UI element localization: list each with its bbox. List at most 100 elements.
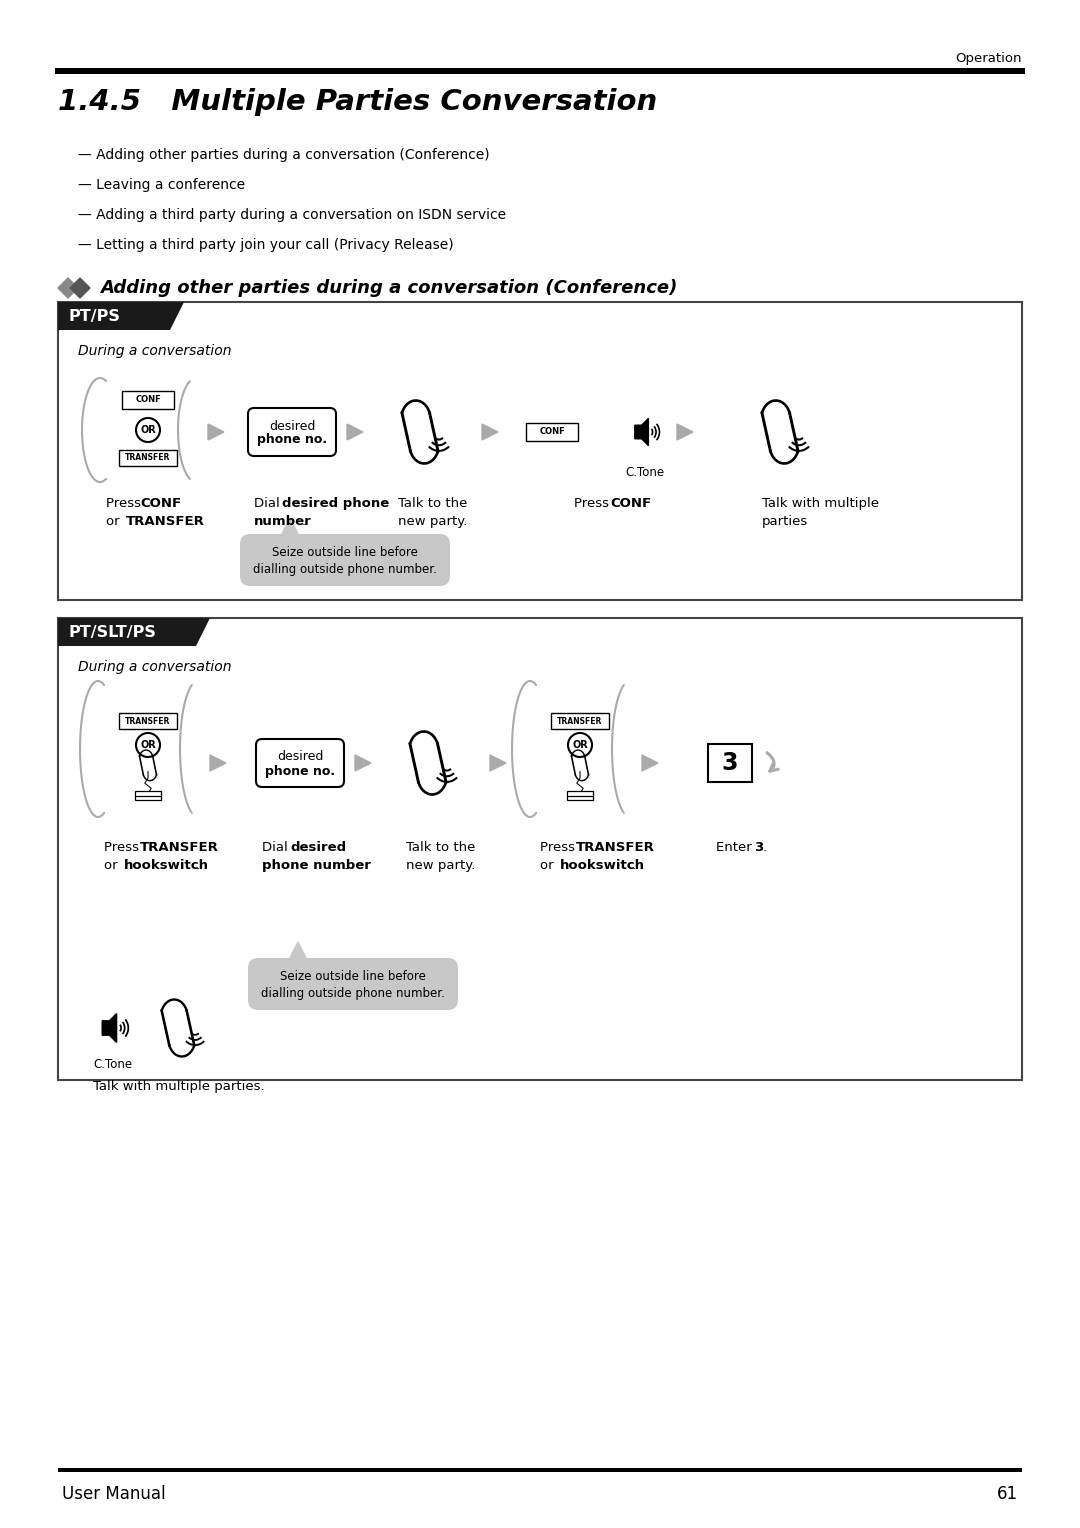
Bar bbox=[58, 303, 1022, 601]
Text: number: number bbox=[254, 515, 312, 529]
Text: 61: 61 bbox=[997, 1485, 1018, 1504]
Polygon shape bbox=[103, 1013, 117, 1042]
Text: — Leaving a conference: — Leaving a conference bbox=[78, 177, 245, 193]
Text: TRANSFER: TRANSFER bbox=[125, 717, 171, 726]
Bar bbox=[58, 617, 195, 646]
Bar bbox=[708, 744, 752, 782]
Text: .: . bbox=[345, 859, 348, 872]
Polygon shape bbox=[677, 423, 693, 440]
FancyBboxPatch shape bbox=[240, 533, 450, 587]
Polygon shape bbox=[195, 617, 210, 646]
Text: TRANSFER: TRANSFER bbox=[140, 840, 219, 854]
Text: .: . bbox=[191, 515, 195, 529]
Text: Talk with multiple: Talk with multiple bbox=[762, 497, 879, 510]
Bar bbox=[55, 69, 1025, 73]
Bar bbox=[122, 391, 174, 410]
Text: or: or bbox=[104, 859, 122, 872]
Text: CONF: CONF bbox=[539, 428, 565, 437]
Text: TRANSFER: TRANSFER bbox=[576, 840, 654, 854]
Polygon shape bbox=[210, 755, 226, 772]
Text: TRANSFER: TRANSFER bbox=[557, 717, 603, 726]
Text: Seize outside line before: Seize outside line before bbox=[280, 970, 426, 983]
Text: PT/PS: PT/PS bbox=[68, 309, 120, 324]
FancyBboxPatch shape bbox=[248, 408, 336, 455]
Text: desired: desired bbox=[291, 840, 346, 854]
Text: Press: Press bbox=[104, 840, 144, 854]
Text: During a conversation: During a conversation bbox=[78, 344, 231, 358]
Polygon shape bbox=[355, 755, 372, 772]
Text: 1.4.5   Multiple Parties Conversation: 1.4.5 Multiple Parties Conversation bbox=[58, 89, 658, 116]
Polygon shape bbox=[282, 518, 298, 533]
Text: Seize outside line before: Seize outside line before bbox=[272, 545, 418, 559]
Text: 3: 3 bbox=[721, 750, 739, 775]
Circle shape bbox=[136, 419, 160, 442]
Polygon shape bbox=[291, 941, 306, 958]
Text: .: . bbox=[643, 497, 647, 510]
Text: new party.: new party. bbox=[406, 859, 475, 872]
Text: Dial: Dial bbox=[254, 497, 284, 510]
FancyBboxPatch shape bbox=[248, 958, 458, 1010]
Text: — Letting a third party join your call (Privacy Release): — Letting a third party join your call (… bbox=[78, 238, 454, 252]
Text: dialling outside phone number.: dialling outside phone number. bbox=[261, 987, 445, 999]
Text: phone no.: phone no. bbox=[265, 764, 335, 778]
Text: .: . bbox=[302, 515, 306, 529]
Text: TRANSFER: TRANSFER bbox=[125, 454, 171, 463]
Text: hookswitch: hookswitch bbox=[561, 859, 645, 872]
Text: TRANSFER: TRANSFER bbox=[126, 515, 205, 529]
Text: or: or bbox=[106, 515, 124, 529]
Bar bbox=[58, 1468, 1022, 1471]
Text: OR: OR bbox=[572, 740, 588, 750]
Polygon shape bbox=[490, 755, 507, 772]
Text: desired: desired bbox=[269, 420, 315, 432]
Bar bbox=[567, 796, 593, 801]
Text: Talk to the: Talk to the bbox=[399, 497, 468, 510]
Text: Press: Press bbox=[573, 497, 613, 510]
Polygon shape bbox=[482, 423, 498, 440]
FancyArrowPatch shape bbox=[767, 753, 779, 772]
Polygon shape bbox=[208, 423, 224, 440]
Text: During a conversation: During a conversation bbox=[78, 660, 231, 674]
Polygon shape bbox=[170, 303, 184, 330]
Text: .: . bbox=[632, 859, 636, 872]
Text: phone number: phone number bbox=[262, 859, 370, 872]
Text: parties: parties bbox=[762, 515, 808, 529]
Text: phone no.: phone no. bbox=[257, 434, 327, 446]
Text: or: or bbox=[540, 859, 558, 872]
Bar bbox=[135, 792, 161, 798]
Text: 3: 3 bbox=[754, 840, 764, 854]
Text: Operation: Operation bbox=[956, 52, 1022, 66]
FancyBboxPatch shape bbox=[256, 740, 345, 787]
Text: Dial: Dial bbox=[262, 840, 292, 854]
Text: CONF: CONF bbox=[135, 396, 161, 405]
Bar bbox=[119, 451, 177, 466]
Text: Press: Press bbox=[106, 497, 145, 510]
Text: CONF: CONF bbox=[140, 497, 181, 510]
Text: C.Tone: C.Tone bbox=[94, 1057, 133, 1071]
Bar bbox=[551, 714, 609, 729]
Polygon shape bbox=[635, 419, 648, 446]
Text: dialling outside phone number.: dialling outside phone number. bbox=[253, 562, 437, 576]
Polygon shape bbox=[70, 278, 90, 298]
Circle shape bbox=[136, 733, 160, 756]
Text: desired: desired bbox=[276, 750, 323, 764]
Polygon shape bbox=[347, 423, 363, 440]
Text: Enter: Enter bbox=[716, 840, 756, 854]
Bar bbox=[135, 796, 161, 801]
Bar bbox=[567, 792, 593, 798]
Text: CONF: CONF bbox=[610, 497, 651, 510]
Text: desired phone: desired phone bbox=[282, 497, 389, 510]
Text: OR: OR bbox=[140, 425, 156, 435]
Text: — Adding a third party during a conversation on ISDN service: — Adding a third party during a conversa… bbox=[78, 208, 507, 222]
Circle shape bbox=[568, 733, 592, 756]
Bar bbox=[119, 714, 177, 729]
Bar bbox=[58, 303, 170, 330]
Text: User Manual: User Manual bbox=[62, 1485, 165, 1504]
Text: Press: Press bbox=[540, 840, 579, 854]
Bar bbox=[526, 423, 578, 442]
Text: .: . bbox=[762, 840, 767, 854]
Polygon shape bbox=[642, 755, 658, 772]
Bar bbox=[58, 617, 1022, 1080]
Polygon shape bbox=[58, 278, 78, 298]
Text: — Adding other parties during a conversation (Conference): — Adding other parties during a conversa… bbox=[78, 148, 489, 162]
Text: Talk with multiple parties.: Talk with multiple parties. bbox=[93, 1080, 265, 1093]
